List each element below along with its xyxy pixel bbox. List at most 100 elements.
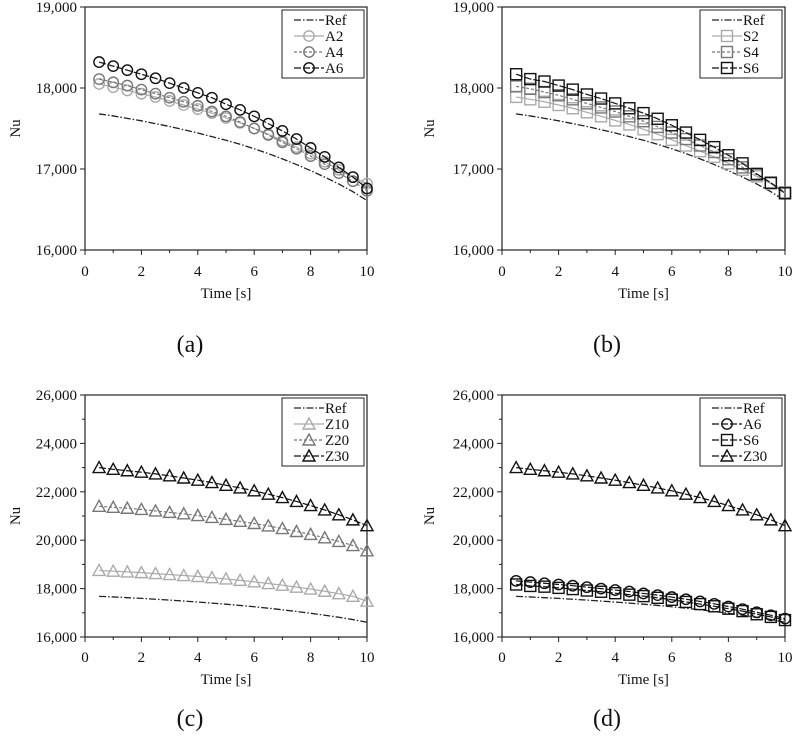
legend-label: S6: [743, 61, 759, 77]
data-point: [636, 477, 651, 491]
data-point: [764, 610, 778, 624]
data-point: [537, 463, 552, 477]
data-point: [552, 581, 565, 595]
legend-label: Z20: [325, 433, 349, 449]
legend-marker: [719, 448, 735, 462]
x-tick-label: 4: [194, 264, 202, 280]
data-point: [120, 500, 135, 514]
series-line: [516, 580, 786, 620]
data-point: [134, 565, 149, 579]
data-point: [205, 91, 218, 104]
data-point: [163, 95, 176, 107]
data-point: [750, 608, 763, 621]
data-point: [204, 475, 220, 489]
data-point: [135, 87, 148, 100]
data-point: [248, 110, 261, 123]
data-point: [303, 581, 318, 595]
data-point: [509, 68, 523, 81]
data-point: [650, 480, 665, 494]
series-A2: [93, 78, 373, 190]
x-tick-label: 8: [725, 264, 733, 280]
series-line: [516, 583, 786, 621]
x-tick-label: 10: [360, 650, 375, 666]
y-tick-label: 19,000: [36, 0, 77, 16]
legend-marker: [301, 448, 317, 462]
data-point: [509, 578, 523, 591]
data-point: [177, 99, 190, 111]
x-axis-label: Time [s]: [201, 672, 252, 688]
data-point: [637, 589, 650, 603]
series-line: [515, 73, 786, 194]
data-point: [276, 136, 289, 149]
legend-marker: [301, 416, 317, 430]
data-point: [93, 73, 106, 85]
data-point: [665, 119, 678, 132]
data-point: [593, 470, 609, 484]
data-point: [177, 82, 190, 94]
x-tick-label: 0: [498, 650, 506, 666]
data-point: [579, 468, 595, 482]
x-tick-label: 2: [138, 650, 146, 666]
series-Z20: [91, 498, 375, 557]
x-tick-label: 10: [778, 650, 793, 666]
y-tick-label: 26,000: [36, 388, 77, 404]
data-point: [303, 498, 318, 512]
x-tick-label: 6: [668, 264, 676, 280]
chart-panel-b: 16,000 17,000 18,000 19,000 0 2 4 6 8 10 Time [s] N…: [422, 0, 793, 358]
data-point: [622, 475, 637, 489]
data-point: [609, 114, 622, 127]
series-S2: [509, 90, 792, 200]
legend-marker: [303, 62, 315, 74]
data-point: [220, 98, 232, 111]
legend-box: [699, 9, 783, 79]
data-point: [331, 533, 346, 548]
data-point: [107, 60, 120, 73]
data-point: [538, 75, 551, 88]
x-tick-label: 8: [307, 264, 315, 280]
legend-box: [281, 397, 365, 467]
data-point: [664, 483, 679, 497]
data-point: [304, 142, 317, 154]
series-line: [99, 595, 368, 623]
data-point: [566, 102, 579, 115]
legend-label: S2: [743, 29, 759, 45]
legend-label: Ref: [325, 401, 347, 417]
data-point: [247, 483, 262, 497]
x-axis-label: Time [s]: [618, 672, 669, 688]
data-point: [148, 503, 163, 517]
data-point: [190, 472, 205, 486]
x-tick-label: 4: [611, 264, 619, 280]
y-tick-label: 24,000: [36, 436, 77, 452]
legend-label: Ref: [325, 13, 347, 29]
data-point: [91, 562, 107, 577]
data-point: [135, 68, 148, 81]
data-point: [91, 460, 107, 474]
data-point: [609, 105, 622, 118]
data-point: [594, 92, 608, 105]
y-tick-label: 18,000: [36, 582, 77, 598]
data-point: [318, 158, 331, 171]
data-point: [693, 597, 707, 611]
x-tick-label: 4: [611, 650, 619, 666]
x-tick-label: 10: [360, 264, 375, 280]
data-point: [134, 464, 149, 478]
data-point: [678, 486, 694, 500]
data-point: [777, 518, 793, 532]
data-point: [679, 139, 693, 152]
data-point: [247, 516, 262, 530]
series-Ref: [99, 595, 368, 623]
x-tick-label: 0: [81, 650, 89, 666]
data-point: [665, 126, 678, 139]
x-tick-label: 10: [778, 264, 793, 280]
data-point: [594, 101, 608, 114]
data-point: [721, 498, 736, 512]
data-point: [345, 538, 361, 552]
x-tick-label: 6: [250, 264, 258, 280]
data-point: [594, 110, 608, 123]
panel-caption: (c): [177, 706, 204, 732]
chart-panel-a: 16,000 17,000 18,000 19,000 0 2 4 6 8 10 Time [s] N…: [8, 0, 375, 358]
data-point: [359, 518, 375, 532]
data-point: [651, 127, 664, 141]
data-point: [163, 77, 176, 90]
